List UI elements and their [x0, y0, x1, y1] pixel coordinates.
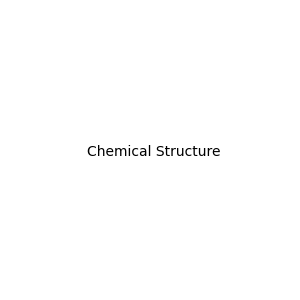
Text: Chemical Structure: Chemical Structure: [87, 145, 220, 158]
